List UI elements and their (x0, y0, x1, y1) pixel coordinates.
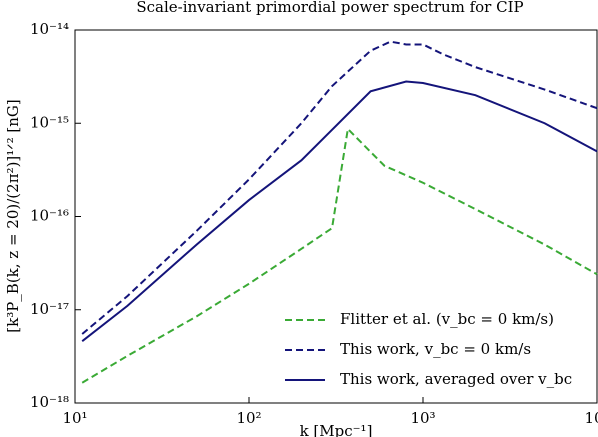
y-tick-label: 10⁻¹⁵ (30, 113, 69, 131)
y-tick-label: 10⁻¹⁸ (30, 393, 69, 411)
series-line (81, 40, 598, 335)
y-tick-label: 10⁻¹⁴ (30, 20, 69, 38)
x-tick-label: 10⁴ (584, 409, 598, 427)
series-line (81, 80, 598, 342)
legend-label: This work, v_bc = 0 km/s (340, 340, 531, 358)
series-line (81, 126, 598, 384)
legend-label: Flitter et al. (v_bc = 0 km/s) (340, 310, 554, 328)
chart-title: Scale-invariant primordial power spectru… (136, 0, 523, 16)
x-tick-label: 10³ (410, 409, 435, 427)
x-axis-label: k [Mpc⁻¹] (300, 422, 373, 437)
legend-label: This work, averaged over v_bc (340, 370, 572, 388)
y-axis-label: [k³P_B(k, z = 20)/(2π²)]¹ᐟ² [nG] (4, 99, 22, 333)
y-tick-label: 10⁻¹⁶ (30, 207, 69, 225)
y-tick-label: 10⁻¹⁷ (30, 300, 69, 318)
x-tick-label: 10¹ (62, 409, 87, 427)
x-tick-label: 10² (236, 409, 261, 427)
